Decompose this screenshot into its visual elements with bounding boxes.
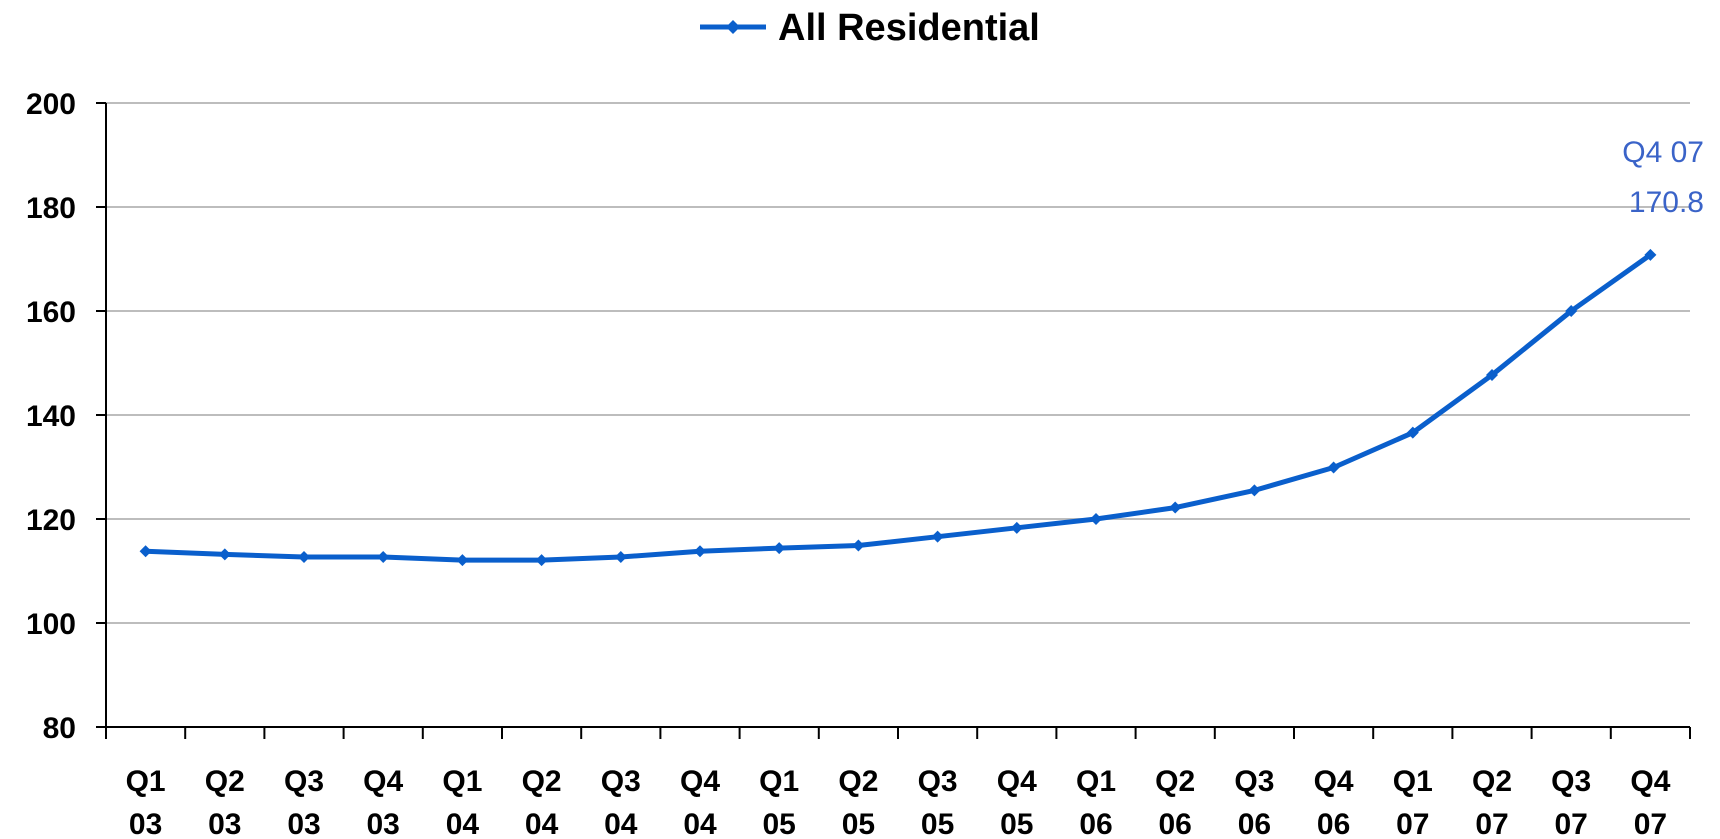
data-point	[931, 530, 944, 543]
data-point	[1565, 305, 1578, 317]
x-tick-label: Q2 07	[1472, 765, 1512, 839]
data-point	[614, 550, 627, 563]
y-tick-label: 200	[26, 88, 76, 121]
data-point	[218, 548, 231, 561]
data-point	[1248, 484, 1261, 497]
x-tick-labels: Q1 03 Q2 03 Q3 03 Q4 03 Q1 04 Q2 04 Q3 04 Q4 04 Q1 05 Q2 05…	[126, 765, 1671, 839]
x-tick-label: Q1 07	[1393, 765, 1433, 839]
data-point	[1090, 513, 1102, 525]
y-tick-label: 180	[26, 192, 76, 225]
x-tick-label: Q4 04	[680, 765, 720, 839]
x-tick-label: Q3 07	[1551, 765, 1591, 839]
data-point	[377, 550, 390, 563]
x-tick-label: Q3 05	[918, 765, 958, 839]
x-tick-label: Q3 04	[601, 765, 641, 839]
y-tick-label: 80	[43, 712, 76, 745]
data-point	[852, 539, 865, 552]
legend-diamond-marker	[726, 20, 740, 34]
y-tick-labels: 80 100 120 140 160 180 200	[26, 88, 76, 745]
series-layer	[139, 248, 1657, 567]
data-point	[1406, 426, 1419, 439]
x-tick-label: Q1 05	[759, 765, 799, 839]
annotation-line-1: Q4 07	[1622, 136, 1704, 169]
x-tick-label: Q2 03	[205, 765, 245, 839]
data-point	[1327, 461, 1340, 474]
x-tick-label: Q1 04	[442, 765, 482, 839]
y-tick-label: 140	[26, 400, 76, 433]
x-tick-label: Q3 03	[284, 765, 324, 839]
data-point	[773, 542, 786, 555]
data-point	[694, 545, 706, 558]
data-point	[298, 550, 310, 563]
series-line-all-residential	[143, 252, 1653, 563]
x-tick-label: Q4 06	[1314, 765, 1354, 839]
axes	[96, 102, 1691, 739]
x-tick-label: Q1 06	[1076, 765, 1116, 839]
annotation: Q4 07 170.8	[1622, 136, 1704, 219]
legend: All Residential	[700, 7, 1040, 49]
x-tick-label: Q1 03	[126, 765, 166, 839]
data-point	[535, 554, 548, 567]
x-tick-label: Q4 07	[1630, 765, 1670, 839]
y-tick-label: 100	[26, 608, 76, 641]
data-point	[1010, 521, 1023, 534]
x-tick-label: Q2 04	[522, 765, 562, 839]
y-tick-label: 120	[26, 504, 76, 537]
x-tick-label: Q2 06	[1155, 765, 1195, 839]
data-point	[1169, 501, 1182, 514]
data-point	[1644, 248, 1657, 261]
x-tick-label: Q2 05	[838, 765, 878, 839]
annotation-line-2: 170.8	[1629, 186, 1704, 219]
y-tick-label: 160	[26, 296, 76, 329]
x-tick-label: Q4 05	[997, 765, 1037, 839]
gridlines	[106, 102, 1690, 624]
legend-label: All Residential	[778, 7, 1040, 49]
x-tick-label: Q4 03	[363, 765, 403, 839]
data-point	[1486, 368, 1498, 381]
x-tick-label: Q3 06	[1234, 765, 1274, 839]
data-point	[456, 554, 469, 567]
data-point	[139, 545, 152, 558]
